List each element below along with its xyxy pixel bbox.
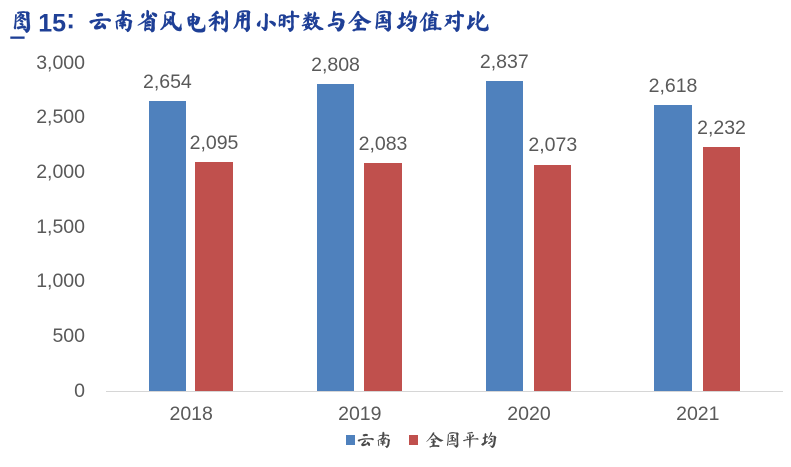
svg-text:15: 15 — [38, 9, 66, 37]
